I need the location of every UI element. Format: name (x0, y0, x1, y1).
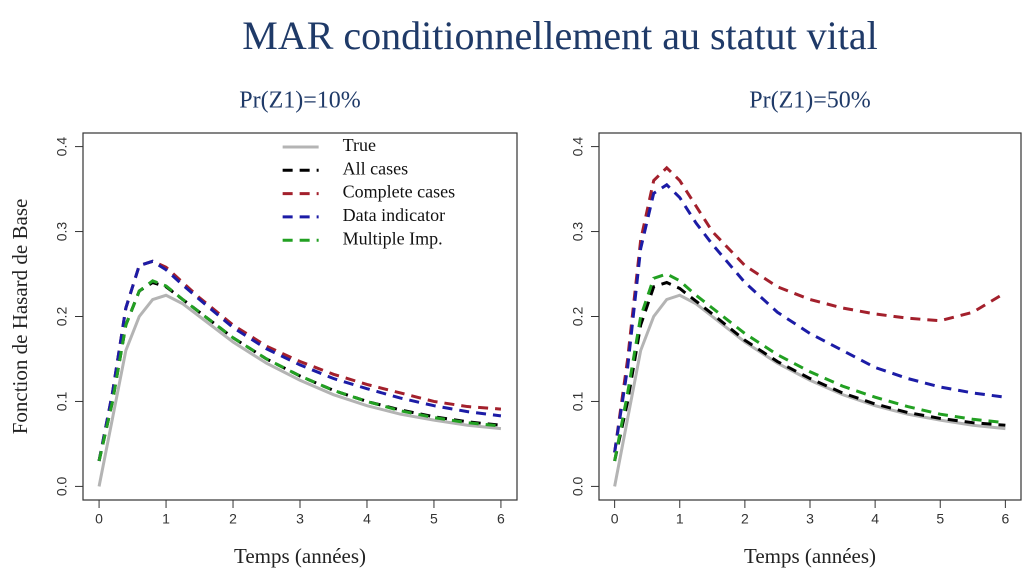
y-tick-label: 0.1 (570, 392, 586, 412)
x-tick-label: 2 (741, 511, 749, 527)
y-tick-label: 0.0 (570, 476, 586, 496)
series-line (613, 165, 1007, 453)
series-line (613, 182, 1006, 453)
legend-label: Data indicator (343, 205, 445, 225)
x-axis-label: Temps (années) (234, 544, 366, 568)
panel-title: Pr(Z1)=50% (749, 88, 871, 114)
series-line (613, 272, 1006, 462)
y-tick-label: 0.4 (54, 137, 70, 157)
series-line (613, 280, 1006, 462)
x-tick-label: 5 (430, 511, 438, 527)
legend-label: All cases (343, 158, 408, 178)
panel-title: Pr(Z1)=10% (239, 88, 361, 114)
x-tick-label: 1 (162, 511, 170, 527)
x-tick-label: 5 (936, 511, 944, 527)
y-tick-label: 0.2 (570, 307, 586, 327)
legend-label: Multiple Imp. (343, 228, 443, 248)
page-title: MAR conditionnellement au statut vital (242, 13, 877, 58)
y-tick-label: 0.0 (54, 476, 70, 496)
x-tick-label: 6 (497, 511, 505, 527)
series-line (97, 293, 502, 487)
y-tick-label: 0.2 (54, 307, 70, 327)
x-tick-label: 1 (676, 511, 684, 527)
y-tick-label: 0.4 (570, 137, 586, 157)
legend-label: Complete cases (343, 182, 455, 202)
series-line (97, 259, 502, 462)
y-tick-label: 0.3 (54, 222, 70, 242)
series-line (97, 280, 502, 462)
x-tick-label: 4 (363, 511, 371, 527)
x-tick-label: 6 (1001, 511, 1009, 527)
legend-label: True (343, 135, 376, 155)
y-axis-label: Fonction de Hasard de Base (8, 199, 32, 435)
y-tick-label: 0.3 (570, 222, 586, 242)
x-tick-label: 2 (229, 511, 237, 527)
x-tick-label: 3 (296, 511, 304, 527)
series-line (97, 279, 502, 462)
series-line (97, 259, 502, 462)
x-tick-label: 4 (871, 511, 879, 527)
x-tick-label: 0 (611, 511, 619, 527)
x-axis-label: Temps (années) (744, 544, 876, 568)
x-tick-label: 0 (95, 511, 103, 527)
series-line (613, 293, 1006, 487)
x-tick-label: 3 (806, 511, 814, 527)
y-tick-label: 0.1 (54, 392, 70, 412)
